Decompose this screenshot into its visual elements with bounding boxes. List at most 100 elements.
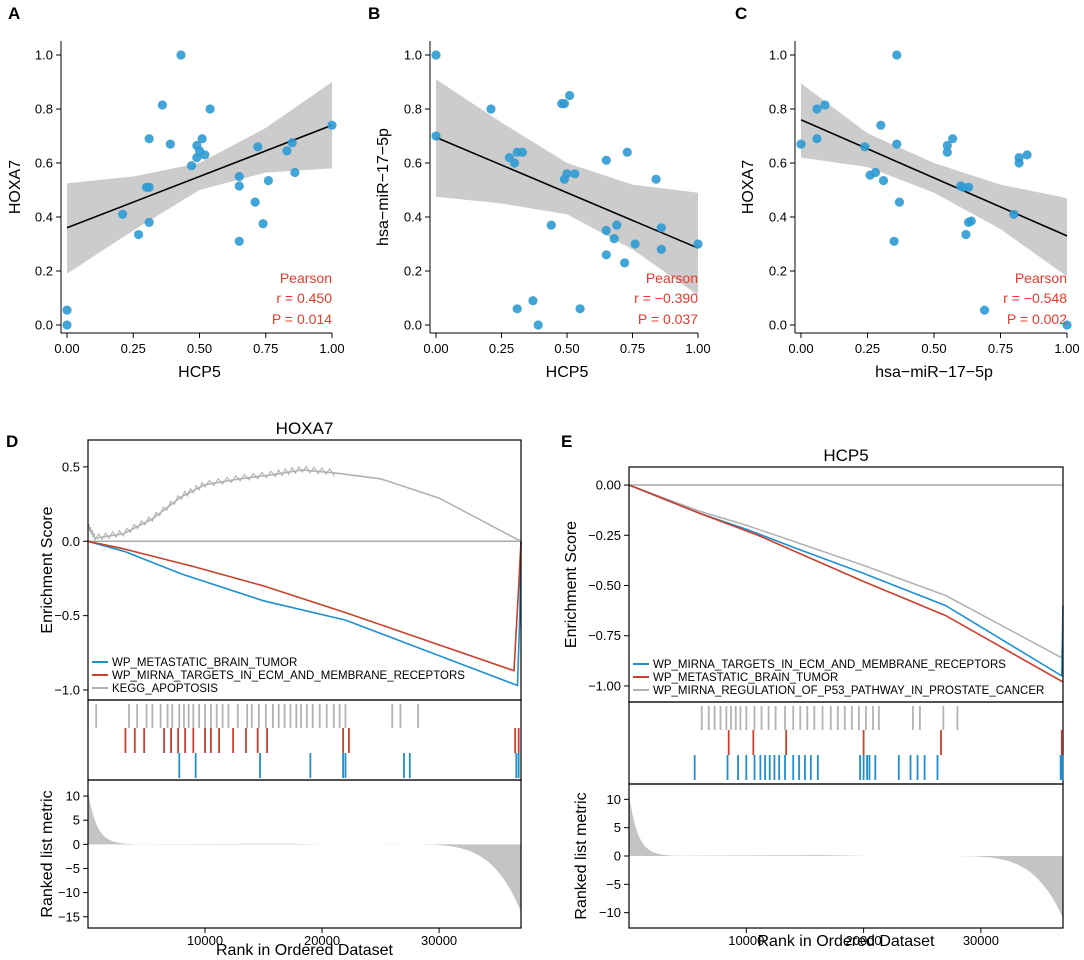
confidence-band [67, 82, 332, 274]
data-point [144, 217, 154, 227]
data-point [942, 140, 952, 151]
y-tick-label: 0.4 [35, 210, 53, 225]
x-tick-label: 30000 [421, 933, 457, 948]
x-tick-label: 0.00 [423, 341, 448, 356]
x-axis-title: hsa−miR−17−5p [875, 364, 993, 381]
data-point [963, 182, 974, 192]
data-point [796, 139, 806, 149]
data-point [197, 134, 207, 144]
panel-c: C 0.0 0.2 0.4 0.6 0.8 1.0 0.00 0.25 0.50 0.75 1.00 h… [735, 4, 1080, 381]
y-tick-label: 0.6 [404, 156, 422, 171]
es-y-tick-label: −0.50 [588, 578, 621, 593]
data-point [253, 142, 263, 152]
data-point [1062, 320, 1072, 330]
metric-y-tick-label: −10 [599, 905, 621, 920]
metric-y-tick-label: −15 [58, 909, 80, 924]
x-axis-title: HCP5 [546, 364, 589, 381]
data-point [656, 223, 666, 233]
p-value-label: P = 0.014 [272, 311, 332, 327]
x-axis-title: Rank in Ordered Dataset [216, 942, 394, 959]
pearson-label: Pearson [1015, 270, 1067, 286]
panel-d: D HOXA7 0.5 0.0 −0.5 −1.0 Enrichment Score WP_M… [6, 419, 522, 959]
x-tick-label: 10000 [728, 933, 764, 948]
data-point [234, 236, 244, 246]
y-tick-label: 0.0 [769, 318, 787, 333]
x-axis-title: Rank in Ordered Dataset [758, 933, 936, 950]
data-point [234, 171, 244, 182]
es-curve-blue [87, 540, 522, 687]
data-point [562, 169, 572, 179]
pearson-label: Pearson [646, 270, 698, 286]
data-point [601, 155, 611, 165]
data-point [693, 239, 703, 249]
x-tick-label: 1.00 [1054, 341, 1079, 356]
data-point [118, 209, 128, 219]
y-axis-title: hsa−miR−17−5p [375, 128, 392, 246]
data-point [528, 296, 538, 306]
data-point [1014, 153, 1024, 163]
x-tick-label: 0.75 [620, 341, 645, 356]
es-y-tick-label: 0.0 [62, 534, 80, 549]
y-tick-label: 0.8 [35, 102, 53, 117]
metric-y-tick-label: 10 [66, 789, 80, 804]
r-value-label: r = −0.548 [1003, 290, 1067, 306]
data-point [966, 216, 976, 226]
x-tick-label: 0.25 [855, 341, 880, 356]
y-tick-label: 0.4 [404, 210, 422, 225]
es-y-tick-label: −0.25 [588, 528, 621, 543]
data-point [601, 250, 611, 260]
x-tick-label: 0.25 [489, 341, 514, 356]
es-curve-grey-detail [87, 465, 522, 543]
y-tick-label: 1.0 [404, 48, 422, 63]
metric-negative-area [382, 844, 521, 912]
panel-title: HCP5 [823, 446, 868, 465]
data-point [157, 100, 167, 110]
data-point [601, 225, 611, 236]
data-point [812, 104, 822, 114]
r-value-label: r = 0.450 [276, 290, 332, 306]
data-point [942, 147, 952, 157]
es-y-axis-title: Enrichment Score [563, 521, 580, 648]
metric-positive-area [88, 791, 327, 845]
data-point [812, 134, 822, 144]
data-point [431, 131, 441, 141]
confidence-band [801, 83, 1067, 277]
panel-b: B 0.0 0.2 0.4 0.6 0.8 1.0 0.00 0.25 0.50 0.75 1.00 H… [368, 4, 711, 381]
data-point [234, 181, 244, 191]
data-point [575, 304, 585, 314]
es-y-tick-label: −0.5 [54, 608, 80, 623]
metric-y-tick-label: −5 [65, 861, 80, 876]
x-tick-label: 0.50 [554, 341, 579, 356]
es-y-tick-label: −1.0 [54, 683, 80, 698]
x-tick-label: 0.25 [121, 341, 146, 356]
data-point [517, 147, 528, 157]
panel-a: A 0.0 0.2 0.4 0.6 0.8 1.0 0.00 0.25 0.50 0.75 1.00 H… [7, 4, 345, 381]
es-y-tick-label: 0.00 [596, 478, 621, 493]
es-y-tick-label: −1.00 [588, 678, 621, 693]
legend-label: WP_MIRNA_REGULATION_OF_P53_PATHWAY_IN_PR… [653, 685, 1044, 697]
data-point [250, 197, 260, 207]
x-axis-title: HCP5 [178, 364, 221, 381]
data-point [282, 146, 292, 156]
panel-letter-a: A [8, 4, 20, 23]
panel-letter-c: C [735, 4, 747, 23]
data-point [287, 138, 297, 148]
data-point [133, 229, 144, 240]
legend-label: WP_METASTATIC_BRAIN_TUMOR [112, 657, 297, 669]
data-point [565, 90, 575, 101]
metric-y-tick-label: 0 [73, 837, 80, 852]
p-value-label: P = 0.002 [1007, 311, 1067, 327]
data-point [144, 134, 154, 144]
panel-e: E HCP5 0.00 −0.25 −0.50 −0.75 −1.00 Enrichment … [561, 432, 1064, 950]
data-point [889, 236, 899, 246]
data-point [870, 167, 881, 178]
es-curve-red [87, 540, 522, 672]
data-point [609, 234, 619, 244]
es-y-axis-title: Enrichment Score [39, 506, 56, 633]
data-point [431, 50, 441, 60]
x-tick-label: 0.50 [187, 341, 212, 356]
data-point [62, 320, 72, 330]
x-tick-label: 10000 [187, 933, 223, 948]
y-tick-label: 0.2 [769, 264, 787, 279]
